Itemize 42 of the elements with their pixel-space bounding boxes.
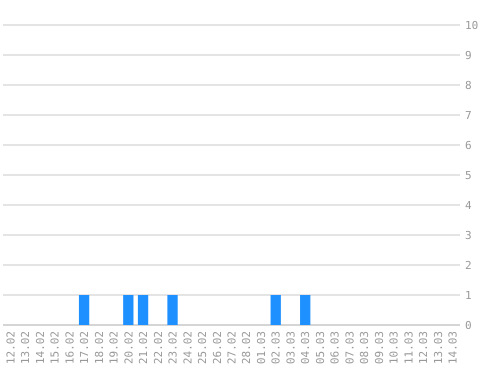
x-tick-label: 14.02 <box>34 331 47 364</box>
x-tick-label: 17.02 <box>78 331 92 364</box>
y-tick-label: 7 <box>465 108 472 122</box>
y-tick-label: 9 <box>465 48 472 62</box>
x-tick-label: 13.02 <box>19 331 32 364</box>
x-tick-label: 13.03 <box>432 331 445 364</box>
x-tick-label: 21.02 <box>137 331 150 364</box>
x-tick-label: 10.03 <box>388 331 401 364</box>
x-tick-label: 26.02 <box>210 331 224 364</box>
x-tick-label: 03.03 <box>284 331 298 364</box>
x-tick-label: 11.03 <box>402 331 416 364</box>
x-tick-label: 04.03 <box>299 331 312 364</box>
x-tick-label: 14.03 <box>446 331 460 364</box>
y-tick-label: 3 <box>465 228 472 242</box>
x-tick-label: 12.03 <box>417 331 430 364</box>
y-tick-label: 10 <box>465 18 478 32</box>
x-tick-label: 27.02 <box>226 331 238 364</box>
x-tick-label: 07.03 <box>343 331 356 364</box>
x-tick-label: 06.03 <box>328 331 342 364</box>
x-tick-label: 05.03 <box>314 331 327 364</box>
y-tick-label: 5 <box>465 168 472 182</box>
x-tick-label: 28.02 <box>240 331 254 364</box>
y-tick-label: 6 <box>465 138 472 152</box>
x-tick-label: 23.02 <box>166 331 180 364</box>
x-tick-label: 09.03 <box>372 331 386 364</box>
y-tick-label: 8 <box>465 78 472 92</box>
x-tick-label: 12.02 <box>4 331 18 364</box>
x-tick-label: 24.02 <box>181 331 194 364</box>
x-tick-label: 15.02 <box>48 331 62 364</box>
y-tick-label: 0 <box>465 318 472 332</box>
y-tick-label: 1 <box>465 288 472 302</box>
x-tick-label: 16.02 <box>63 331 76 364</box>
x-tick-label: 01.03 <box>254 331 268 364</box>
x-tick-label: 02.03 <box>270 331 283 364</box>
x-tick-label: 19.02 <box>108 331 121 364</box>
y-tick-label: 2 <box>465 258 472 272</box>
y-tick-label: 4 <box>465 198 472 212</box>
x-tick-label: 08.03 <box>358 331 372 364</box>
x-tick-label: 22.02 <box>152 331 165 364</box>
x-tick-label: 25.02 <box>196 331 210 364</box>
x-tick-label: 18.02 <box>92 331 106 364</box>
x-tick-label: 20.02 <box>122 331 136 364</box>
